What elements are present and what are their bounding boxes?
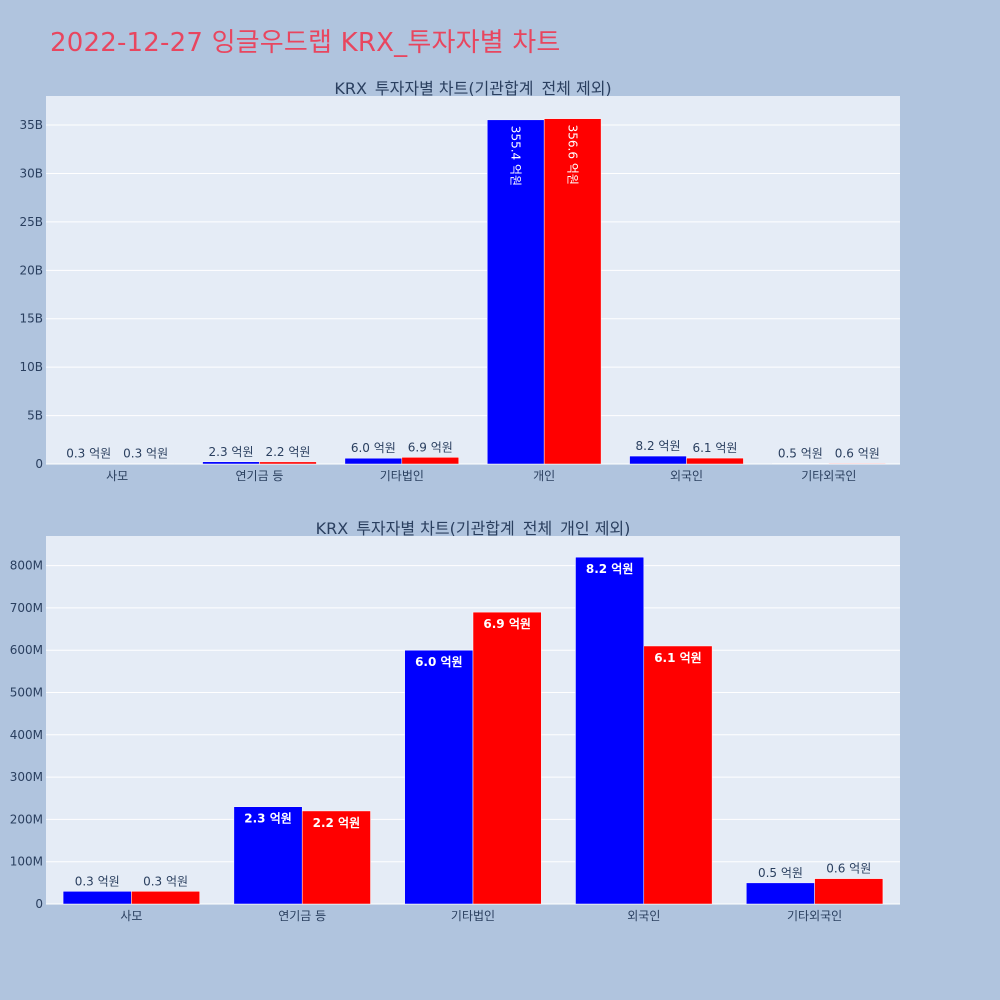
x-tick-label: 개인 xyxy=(533,469,555,483)
bar xyxy=(814,878,884,905)
bar xyxy=(344,457,403,465)
bar xyxy=(259,461,317,465)
data-label: 0.3 억원 xyxy=(66,447,111,461)
chart-title: KRX_투자자별 차트(기관합계_전체 제외) xyxy=(334,79,611,99)
data-label: 2.2 억원 xyxy=(313,816,361,830)
y-tick-label: 35B xyxy=(19,118,43,132)
data-label: 8.2 억원 xyxy=(636,439,681,453)
x-tick-label: 사모 xyxy=(106,469,128,483)
y-tick-label: 200M xyxy=(10,812,43,826)
x-tick-label: 기타법인 xyxy=(380,469,424,483)
y-tick-label: 0 xyxy=(35,897,43,911)
y-tick-label: 15B xyxy=(19,312,43,326)
bar xyxy=(62,891,132,905)
y-tick-label: 5B xyxy=(27,409,43,423)
data-label: 0.5 억원 xyxy=(758,866,803,880)
bar xyxy=(643,645,713,905)
x-tick-label: 기타외국인 xyxy=(801,469,856,483)
bar xyxy=(575,556,645,905)
y-tick-label: 800M xyxy=(10,559,43,573)
bar xyxy=(404,649,474,905)
plot-area xyxy=(46,96,900,464)
bar xyxy=(746,882,815,905)
page-title: 2022-12-27 잉글우드랩 KRX_투자자별 차트 xyxy=(50,28,561,58)
data-label: 0.3 억원 xyxy=(123,447,168,461)
x-tick-label: 연기금 등 xyxy=(278,909,326,923)
bar xyxy=(202,461,260,465)
data-label: 356.6 억원 xyxy=(566,125,580,185)
x-tick-label: 외국인 xyxy=(627,909,660,923)
y-tick-label: 400M xyxy=(10,728,43,742)
data-label: 6.9 억원 xyxy=(483,617,531,631)
data-label: 0.6 억원 xyxy=(826,862,871,876)
y-tick-label: 500M xyxy=(10,686,43,700)
x-tick-label: 기타외국인 xyxy=(787,909,842,923)
data-label: 6.0 억원 xyxy=(351,441,396,455)
data-label: 0.3 억원 xyxy=(143,874,188,888)
y-tick-label: 10B xyxy=(19,360,43,374)
bar xyxy=(629,455,687,465)
chart-title: KRX_투자자별 차트(기관합계_전체_개인 제외) xyxy=(316,519,631,539)
y-tick-label: 0 xyxy=(35,457,43,471)
data-label: 8.2 억원 xyxy=(586,562,634,576)
data-label: 6.1 억원 xyxy=(692,441,737,455)
bar xyxy=(131,891,200,905)
data-label: 0.5 억원 xyxy=(778,447,823,461)
x-tick-label: 연기금 등 xyxy=(236,469,284,483)
x-tick-label: 사모 xyxy=(120,909,142,923)
bar xyxy=(301,810,371,905)
data-label: 2.3 억원 xyxy=(244,812,292,826)
data-label: 6.9 억원 xyxy=(408,440,453,454)
y-tick-label: 100M xyxy=(10,855,43,869)
bar xyxy=(828,463,887,465)
y-tick-label: 30B xyxy=(19,166,43,180)
data-label: 2.2 억원 xyxy=(265,445,310,459)
bar xyxy=(233,806,303,905)
data-label: 2.3 억원 xyxy=(209,445,254,459)
y-tick-label: 600M xyxy=(10,643,43,657)
data-label: 0.3 억원 xyxy=(75,874,120,888)
bar xyxy=(543,118,602,465)
y-tick-label: 25B xyxy=(19,215,43,229)
data-label: 6.1 억원 xyxy=(654,651,702,665)
x-tick-label: 기타법인 xyxy=(451,909,495,923)
y-tick-label: 20B xyxy=(19,263,43,277)
bar xyxy=(486,119,545,465)
y-tick-label: 700M xyxy=(10,601,43,615)
investor-chart-excl-individual: KRX_투자자별 차트(기관합계_전체_개인 제외) 0 100M 200M 300M 4… xyxy=(10,519,900,923)
data-label: 0.6 억원 xyxy=(835,446,880,460)
bar xyxy=(472,611,542,905)
data-label: 6.0 억원 xyxy=(415,655,463,669)
data-label: 355.4 억원 xyxy=(509,126,523,186)
x-tick-label: 외국인 xyxy=(670,469,703,483)
y-tick-label: 300M xyxy=(10,770,43,784)
bar xyxy=(686,457,744,465)
bar xyxy=(401,457,460,465)
investor-chart-all: KRX_투자자별 차트(기관합계_전체 제외) 0 5B 10B 15B 20B 25B 30… xyxy=(19,79,900,483)
